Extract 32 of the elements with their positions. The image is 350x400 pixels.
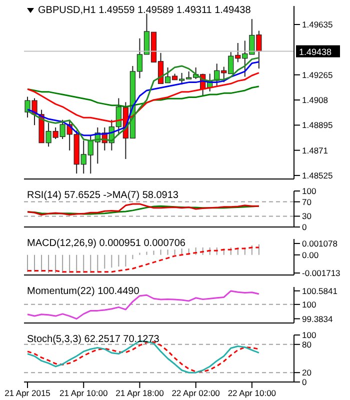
- y-tick-label: 20: [302, 368, 312, 378]
- y-tick-label: 0: [302, 377, 307, 388]
- y-tick-label: 100: [302, 299, 316, 310]
- line-series: [26, 246, 260, 273]
- y-tick-label: 1.4908: [302, 95, 328, 105]
- x-tick-label: 21 Apr 2015: [4, 388, 51, 398]
- y-tick-label: 1.4871: [302, 145, 328, 156]
- ref-line-label: 1.49438: [299, 46, 332, 57]
- y-tick-label: 70: [302, 196, 312, 207]
- y-tick-label: 1.49265: [302, 70, 333, 80]
- y-tick-label: -0.001713: [302, 268, 341, 278]
- chart-title: GBPUSD,H1 1.49559 1.49589 1.49311 1.49438: [38, 5, 251, 16]
- y-tick-label: 0.00: [302, 250, 319, 260]
- chart-title: Momentum(22) 100.4490: [27, 286, 140, 297]
- y-tick-label: 99.3834: [302, 314, 333, 324]
- y-tick-label: 1.48895: [302, 120, 333, 130]
- y-tick-label: 30: [302, 211, 312, 222]
- y-tick-label: 1.48525: [302, 170, 333, 180]
- y-tick-label: 100: [302, 186, 316, 196]
- x-tick-label: 22 Apr 02:00: [172, 388, 220, 398]
- chart-title: Stoch(5,3,3) 62.2517 70.1273: [27, 334, 160, 345]
- chart-title: MACD(12,26,9) 0.000951 0.000706: [27, 238, 186, 249]
- y-tick-label: 1.49635: [302, 20, 333, 30]
- chart-title: RSI(14) 57.6525 ->MA(7) 58.0913: [27, 190, 178, 201]
- y-tick-label: 0: [302, 222, 307, 232]
- y-tick-label: 0.001078: [302, 238, 338, 248]
- y-tick-label: 80: [302, 339, 312, 350]
- y-tick-label: 100: [302, 330, 316, 340]
- x-tick-label: 22 Apr 10:00: [228, 388, 276, 398]
- y-tick-label: 100.5841: [302, 286, 338, 296]
- x-tick-label: 21 Apr 18:00: [116, 388, 164, 398]
- x-tick-label: 21 Apr 10:00: [60, 388, 108, 398]
